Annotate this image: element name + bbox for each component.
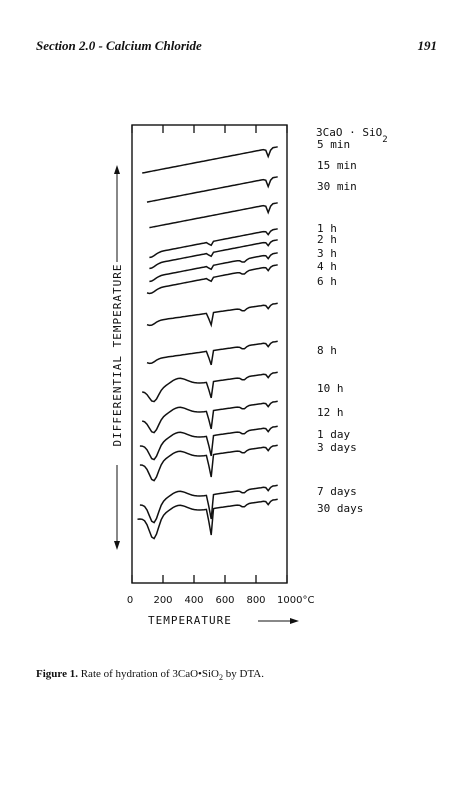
dta-curve xyxy=(141,400,278,434)
running-header-section: Section 2.0 - Calcium Chloride xyxy=(36,38,202,53)
y-axis-label: DIFFERENTIAL TEMPERATURE xyxy=(111,264,124,447)
x-tick-label: 400 xyxy=(184,595,203,606)
series-label: 4 h xyxy=(317,260,337,273)
series-label: 2 h xyxy=(317,233,337,246)
dta-curve xyxy=(142,146,278,174)
series-label: 3 h xyxy=(317,247,337,260)
series-label: 15 min xyxy=(317,159,357,172)
series-label: 7 days xyxy=(317,485,357,498)
x-axis-label: TEMPERATURE xyxy=(148,614,232,627)
caption-text: Rate of hydration of 3CaO•SiO xyxy=(80,668,219,680)
chart-title: 3CaO · SiO2 xyxy=(316,126,388,145)
series-label: 5 min xyxy=(317,138,350,151)
dta-curve xyxy=(146,264,278,295)
x-tick-label: 800 xyxy=(246,595,265,606)
dta-curve xyxy=(146,302,278,328)
y-arrowhead-down xyxy=(114,541,120,550)
dta-curve xyxy=(149,228,278,259)
series-label: 3 days xyxy=(317,441,357,454)
caption-subscript: 2 xyxy=(219,673,223,683)
caption-label: Figure 1. xyxy=(36,668,78,680)
dta-curve xyxy=(146,176,278,203)
series-label: 1 day xyxy=(317,428,350,441)
x-tick-label: 0 xyxy=(127,595,133,606)
top-ticks xyxy=(131,125,288,133)
x-tick-label: 600 xyxy=(215,595,234,606)
page-number: 191 xyxy=(417,38,438,53)
series-label: 8 h xyxy=(317,344,337,357)
dta-figure: 0 200 400 600 800 1000°C 5 min 15 min 30 min 1 h… xyxy=(111,124,388,627)
x-arrowhead xyxy=(290,618,299,624)
dta-curve xyxy=(139,425,278,461)
series-label: 12 h xyxy=(317,406,344,419)
series-label: 10 h xyxy=(317,382,344,395)
dta-curves xyxy=(137,146,278,540)
dta-curve xyxy=(139,484,278,524)
dta-curve xyxy=(149,239,278,270)
dta-curve xyxy=(137,498,278,540)
series-label: 6 h xyxy=(317,275,337,288)
series-labels: 5 min 15 min 30 min 1 h2 h3 h4 h 6 h 8 h 10 h 1… xyxy=(317,138,363,515)
bottom-ticks xyxy=(131,575,288,583)
series-label: 1 h xyxy=(317,222,337,235)
x-tick-label: 1000°C xyxy=(277,595,314,606)
dta-curve xyxy=(146,340,278,366)
dta-curve xyxy=(149,252,278,283)
dta-curve xyxy=(141,371,278,403)
figure-caption: Figure 1. Rate of hydration of 3CaO•SiO2… xyxy=(36,668,264,682)
series-label: 30 days xyxy=(317,502,363,515)
dta-curve xyxy=(139,444,278,482)
plot-frame xyxy=(131,124,288,584)
x-tick-label: 200 xyxy=(153,595,172,606)
x-tick-labels: 0 200 400 600 800 1000°C xyxy=(127,595,315,606)
dta-curve xyxy=(149,202,278,229)
y-arrowhead-up xyxy=(114,165,120,174)
series-label: 30 min xyxy=(317,180,357,193)
caption-text-end: by DTA. xyxy=(223,668,264,680)
